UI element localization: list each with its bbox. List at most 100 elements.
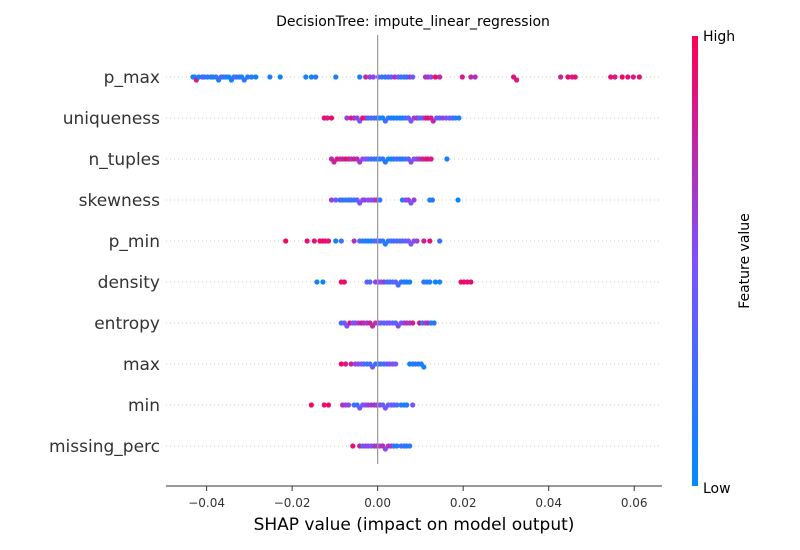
point-p_max-63 [625,74,631,80]
point-missing_perc-14 [394,443,400,449]
point-p_max-21 [245,74,251,80]
point-p_min-6 [325,238,332,244]
x-tick-label-0: −0.04 [188,496,225,510]
feature-label-min: min [128,396,160,416]
chart-title: DecisionTree: impute_linear_regression [276,14,550,30]
point-skewness-16 [377,197,383,203]
point-p_max-27 [308,74,314,80]
x-tick-label-3: 0.02 [450,496,477,510]
point-min-24 [404,402,410,408]
point-min-5 [345,402,352,408]
point-p_max-57 [565,74,571,80]
point-density-27 [468,279,474,285]
feature-label-entropy: entropy [94,314,160,334]
point-max-0 [338,361,344,367]
x-axis-label: SHAP value (impact on model output) [254,515,575,535]
point-min-1 [321,402,327,408]
point-density-21 [427,279,433,285]
point-skewness-1 [333,197,339,203]
point-uniqueness-33 [430,118,436,124]
point-p_max-65 [636,74,642,80]
point-p_min-33 [437,238,443,244]
x-tick-label-4: 0.04 [535,496,562,510]
point-p_max-62 [619,74,625,80]
colorbar [692,36,698,486]
point-density-0 [314,279,320,285]
point-density-3 [341,279,347,285]
colorbar-high-label: High [703,29,735,45]
x-tick-label-2: 0.00 [364,496,391,510]
point-n_tuples-35 [428,156,434,162]
point-p_max-60 [608,74,614,80]
point-p_max-53 [472,74,478,80]
point-p_min-7 [333,238,339,244]
point-p_max-50 [437,74,443,80]
point-uniqueness-1 [324,115,330,121]
point-min-25 [410,402,416,408]
point-uniqueness-41 [456,115,462,121]
point-min-2 [325,402,332,408]
data-points [190,74,642,452]
feature-label-density: density [98,273,160,293]
point-uniqueness-2 [328,115,335,121]
point-max-17 [393,361,399,367]
point-p_min-32 [427,238,433,244]
point-p_max-61 [612,74,618,80]
point-p_max-28 [313,74,319,80]
point-p_min-31 [421,238,427,244]
point-p_max-25 [277,74,283,80]
point-p_max-52 [468,74,474,80]
colorbar-title: Feature value [737,213,753,309]
point-skewness-24 [455,197,461,203]
point-p_max-51 [459,74,465,80]
feature-label-p_max: p_max [104,68,160,88]
point-density-22 [432,279,438,285]
point-missing_perc-18 [407,443,413,449]
point-entropy-25 [410,320,416,326]
point-p_max-31 [363,74,369,80]
point-density-23 [437,279,443,285]
point-p_min-2 [311,238,317,244]
feature-label-missing_perc: missing_perc [49,437,160,457]
point-skewness-21 [411,197,417,203]
x-tick-label-5: 0.06 [621,496,648,510]
feature-label-skewness: skewness [79,191,161,211]
point-missing_perc-0 [350,443,356,449]
point-p_max-56 [558,74,564,80]
feature-label-n_tuples: n_tuples [88,150,160,170]
point-p_max-49 [432,74,438,80]
point-p_max-33 [370,74,376,80]
point-p_max-20 [241,77,247,83]
point-entropy-31 [431,320,437,326]
point-min-21 [394,402,400,408]
point-min-0 [308,402,314,408]
point-p_min-0 [283,238,289,244]
point-p_max-29 [333,74,339,80]
point-density-18 [407,279,413,285]
feature-rows: p_max uniqueness n_tuples skewness p_mindens… [49,68,662,457]
x-tick-label-1: −0.02 [274,496,311,510]
point-n_tuples-36 [444,156,450,162]
point-max-2 [348,361,354,367]
feature-label-uniqueness: uniqueness [63,109,160,129]
point-p_max-24 [267,74,273,80]
point-p_max-45 [410,74,416,80]
point-p_max-48 [428,74,434,80]
point-p_max-64 [630,74,636,80]
point-p_min-1 [304,238,310,244]
point-p_min-8 [338,238,344,244]
point-p_max-30 [357,74,363,80]
point-p_min-30 [414,238,420,244]
feature-label-max: max [123,355,160,375]
point-p_max-26 [303,74,309,80]
point-p_max-23 [253,74,259,80]
point-density-5 [367,279,373,285]
point-skewness-0 [328,197,335,203]
point-p_max-55 [514,77,520,83]
point-max-23 [421,364,427,370]
x-axis-ticks: −0.04 −0.02 0.00 0.02 0.04 0.06 [188,486,648,510]
point-uniqueness-3 [344,115,350,121]
point-density-1 [320,279,326,285]
feature-label-p_min: p_min [109,232,160,252]
